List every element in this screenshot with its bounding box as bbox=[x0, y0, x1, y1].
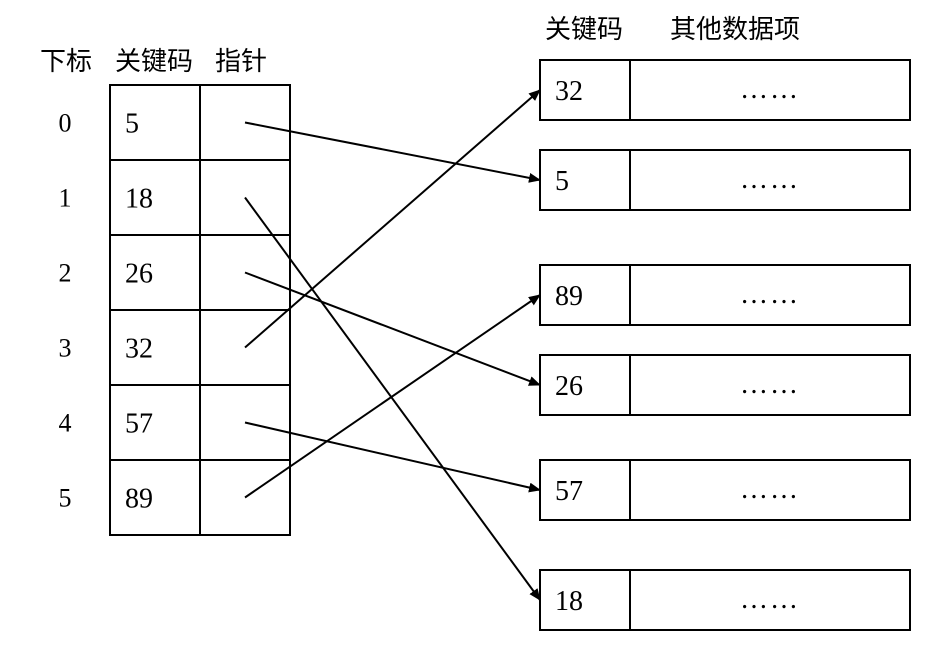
left-key-cell: 57 bbox=[125, 409, 153, 440]
index-label: 4 bbox=[59, 409, 72, 438]
right-headers: 关键码 其他数据项 bbox=[545, 15, 800, 44]
record-box bbox=[540, 150, 910, 210]
left-key-cell: 89 bbox=[125, 484, 153, 515]
index-label: 2 bbox=[59, 259, 72, 288]
record-box bbox=[540, 60, 910, 120]
left-key-cell: 5 bbox=[125, 109, 139, 140]
hdr-right-other: 其他数据项 bbox=[670, 15, 800, 44]
record-box bbox=[540, 355, 910, 415]
index-label: 1 bbox=[59, 184, 72, 213]
index-diagram: 下标关键码指针 关键码其他数据项 05118226332457589 32……5… bbox=[0, 0, 951, 671]
right-records: 32 …… 5 …… 89 …… 26 …… 57 …… 18 …… bbox=[540, 60, 910, 630]
record-key: 18 bbox=[555, 586, 583, 617]
record-other: …… bbox=[740, 369, 800, 400]
hdr-right-key: 关键码 bbox=[545, 15, 623, 44]
record-other: …… bbox=[740, 474, 800, 505]
left-key-cell: 18 bbox=[125, 184, 153, 215]
record-other: …… bbox=[740, 74, 800, 105]
left-key-cell: 32 bbox=[125, 334, 153, 365]
record-box bbox=[540, 570, 910, 630]
left-key-cell: 26 bbox=[125, 259, 153, 290]
record-key: 5 bbox=[555, 166, 569, 197]
left-headers: 下标关键码指针 bbox=[40, 47, 267, 76]
record-other: …… bbox=[740, 164, 800, 195]
hdr-key: 关键码 bbox=[115, 47, 193, 76]
record-box bbox=[540, 460, 910, 520]
record-key: 32 bbox=[555, 76, 583, 107]
record-other: …… bbox=[740, 584, 800, 615]
index-label: 3 bbox=[59, 334, 72, 363]
hdr-ptr: 指针 bbox=[215, 47, 267, 76]
index-label: 5 bbox=[59, 484, 72, 513]
record-other: …… bbox=[740, 279, 800, 310]
record-key: 89 bbox=[555, 281, 583, 312]
index-label: 0 bbox=[59, 109, 72, 138]
record-box bbox=[540, 265, 910, 325]
left-table: 0 5 1 18 2 26 3 32 4 57 5 89 bbox=[59, 85, 291, 535]
record-key: 26 bbox=[555, 371, 583, 402]
hdr-index: 下标 bbox=[40, 47, 92, 76]
record-key: 57 bbox=[555, 476, 583, 507]
